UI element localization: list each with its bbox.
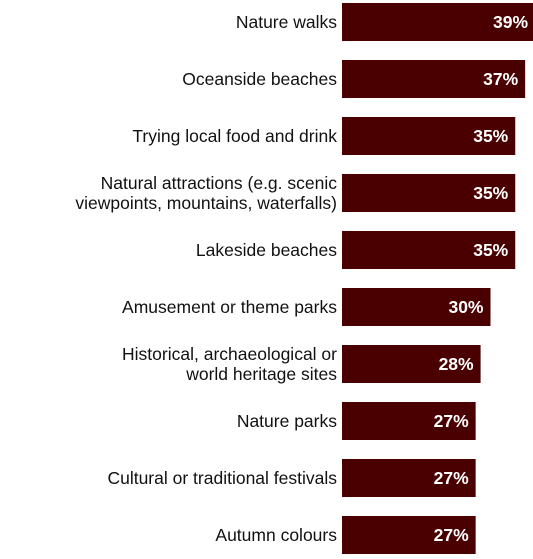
bar <box>342 402 476 440</box>
value-label: 27% <box>434 525 469 545</box>
category-label: Cultural or traditional festivals <box>107 468 337 488</box>
value-label: 37% <box>483 69 518 89</box>
value-label: 28% <box>439 354 474 374</box>
value-label: 39% <box>493 12 528 32</box>
value-label: 27% <box>434 411 469 431</box>
category-label: Trying local food and drink <box>132 126 337 146</box>
category-label: Natural attractions (e.g. scenic <box>101 173 338 193</box>
category-label: Nature parks <box>237 411 337 431</box>
category-label: Nature walks <box>236 12 337 32</box>
bar <box>342 459 476 497</box>
bar <box>342 174 516 212</box>
bar <box>342 516 476 554</box>
value-label: 27% <box>434 468 469 488</box>
category-label: world heritage sites <box>185 364 337 384</box>
bar <box>342 345 481 383</box>
category-label: Amusement or theme parks <box>122 297 337 317</box>
value-label: 35% <box>473 126 508 146</box>
bar <box>342 231 516 269</box>
category-label: Lakeside beaches <box>196 240 337 260</box>
category-label: Autumn colours <box>215 525 337 545</box>
category-label: Historical, archaeological or <box>122 344 337 364</box>
bar <box>342 3 533 41</box>
category-label: Oceanside beaches <box>182 69 337 89</box>
category-label: viewpoints, mountains, waterfalls) <box>75 193 337 213</box>
value-label: 35% <box>473 240 508 260</box>
bar <box>342 117 516 155</box>
value-label: 30% <box>448 297 483 317</box>
bar <box>342 288 491 326</box>
value-label: 35% <box>473 183 508 203</box>
bar <box>342 60 526 98</box>
